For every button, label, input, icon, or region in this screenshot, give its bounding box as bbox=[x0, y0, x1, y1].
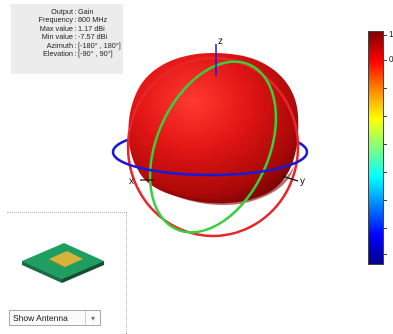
info-key: Frequency bbox=[38, 15, 73, 25]
pattern-shadow bbox=[146, 166, 294, 205]
colorbar-tick bbox=[384, 200, 387, 201]
colorbar-label-top: 1 bbox=[389, 30, 393, 39]
colorbar-tick bbox=[384, 254, 387, 255]
y-axis-label: y bbox=[300, 176, 305, 187]
patch-antenna-icon bbox=[22, 243, 104, 283]
colorbar-tick bbox=[384, 144, 387, 145]
colorbar-tick bbox=[384, 60, 387, 61]
pattern-info-box: Output: Gain Frequency:800 MHz Max value:… bbox=[11, 4, 123, 74]
info-value: 800 MHz bbox=[78, 15, 108, 25]
y-axis-line bbox=[281, 175, 299, 182]
info-row-azimuth: Azimuth: [-180° , 180°] bbox=[11, 40, 123, 50]
antenna-preview-panel bbox=[7, 212, 127, 334]
show-antenna-dropdown[interactable]: Show Antenna ▾ bbox=[9, 310, 101, 326]
z-axis-label: z bbox=[218, 36, 223, 47]
info-row-min-value: Min value: -7.57 dBi bbox=[11, 32, 123, 42]
info-value: [-90° , 90°] bbox=[78, 49, 113, 59]
colorbar-tick bbox=[384, 35, 387, 36]
colorbar-tick bbox=[384, 116, 387, 117]
info-key: Max value bbox=[39, 23, 73, 33]
info-row-max-value: Max value:1.17 dBi bbox=[11, 23, 123, 33]
colorbar-tick bbox=[384, 172, 387, 173]
info-value: Gain bbox=[78, 7, 94, 16]
colorbar-tick bbox=[384, 228, 387, 229]
info-row-output: Output: Gain bbox=[11, 7, 123, 16]
show-antenna-label: Show Antenna bbox=[13, 313, 68, 323]
elevation-ring-xz bbox=[126, 56, 300, 238]
elevation-ring-yz bbox=[148, 60, 278, 234]
info-key: Azimuth bbox=[46, 40, 73, 50]
info-key: Elevation bbox=[42, 49, 73, 59]
info-value: 1.17 dBi bbox=[78, 23, 105, 33]
azimuth-ring-front bbox=[111, 151, 309, 177]
info-value: -7.57 dBi bbox=[78, 32, 108, 42]
info-row-elevation: Elevation: [-90° , 90°] bbox=[11, 49, 123, 59]
x-axis-label: x bbox=[129, 176, 134, 187]
colorbar-tick bbox=[384, 88, 387, 89]
chevron-down-icon[interactable]: ▾ bbox=[85, 311, 100, 325]
info-key: Output bbox=[51, 7, 73, 16]
gain-pattern-surface bbox=[128, 53, 299, 204]
colorbar-label-second: 0 bbox=[389, 55, 393, 64]
info-value: [-180° , 180°] bbox=[78, 40, 121, 50]
info-row-frequency: Frequency:800 MHz bbox=[11, 15, 123, 25]
info-key: Min value bbox=[41, 32, 73, 42]
gain-colorbar bbox=[368, 31, 384, 265]
